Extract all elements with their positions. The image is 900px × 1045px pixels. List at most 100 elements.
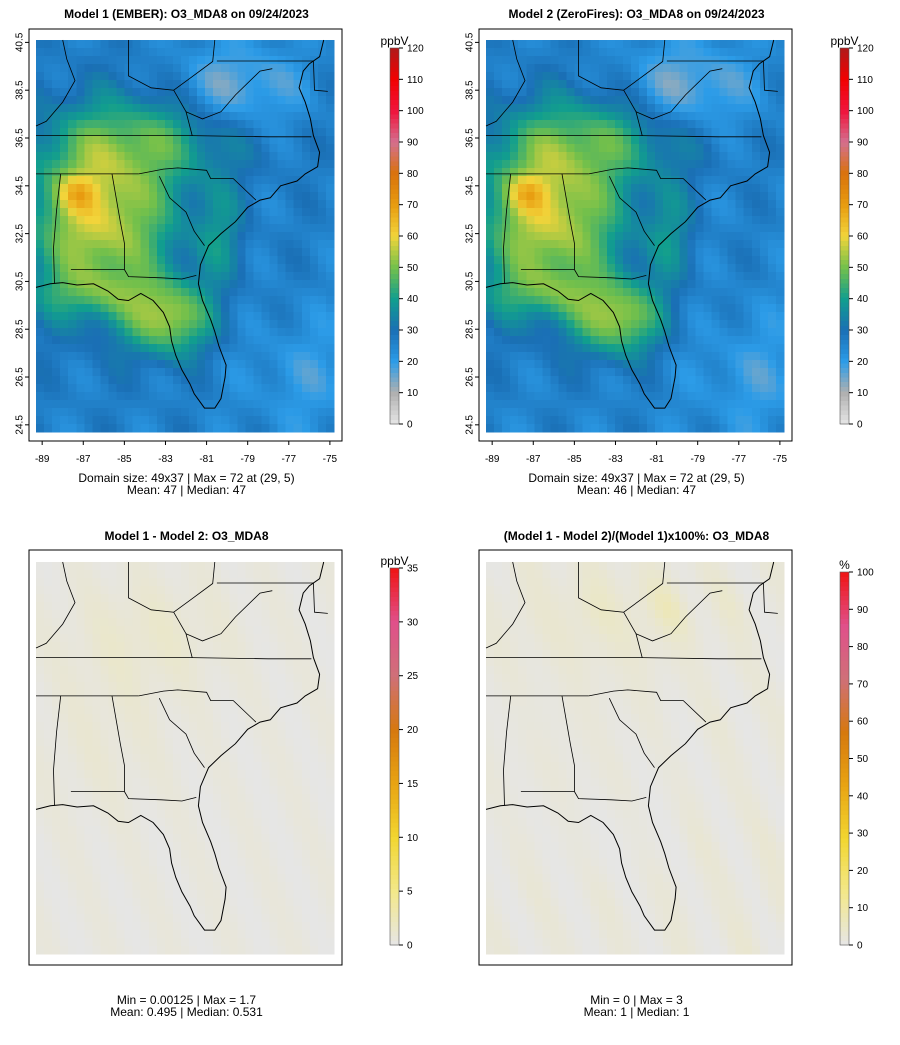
heatmap-cell	[100, 698, 110, 707]
heatmap-cell	[84, 618, 93, 627]
heatmap-cell	[325, 40, 335, 49]
heatmap-cell	[164, 578, 174, 587]
heatmap-cell	[486, 248, 495, 257]
colorbar-step	[390, 391, 399, 397]
heatmap-cell	[172, 88, 182, 97]
heatmap-cell	[44, 890, 53, 899]
heatmap-cell	[671, 64, 680, 73]
heatmap-cell	[148, 786, 158, 795]
heatmap-cell	[68, 682, 77, 691]
heatmap-cell	[582, 216, 592, 225]
heatmap-cell	[558, 248, 568, 257]
heatmap-cell	[598, 400, 608, 409]
heatmap-cell	[759, 240, 769, 249]
heatmap-cell	[759, 216, 769, 225]
heatmap-cell	[655, 128, 664, 137]
heatmap-cell	[100, 594, 110, 603]
heatmap-cell	[743, 376, 753, 385]
heatmap-cell	[132, 698, 142, 707]
heatmap-cell	[639, 192, 648, 201]
heatmap-cell	[237, 176, 246, 185]
heatmap-cell	[197, 40, 206, 49]
heatmap-cell	[550, 56, 560, 65]
heatmap-cell	[759, 344, 769, 353]
heatmap-cell	[156, 344, 166, 353]
heatmap-cell	[558, 88, 568, 97]
heatmap-cell	[269, 392, 279, 401]
heatmap-cell	[213, 184, 222, 193]
heatmap-cell	[76, 714, 85, 723]
heatmap-cell	[598, 128, 608, 137]
heatmap-cell	[494, 96, 503, 105]
heatmap-cell	[164, 826, 174, 835]
heatmap-cell	[598, 256, 608, 265]
heatmap-cell	[775, 64, 785, 73]
heatmap-cell	[253, 376, 263, 385]
heatmap-cell	[622, 296, 632, 305]
heatmap-cell	[60, 850, 69, 859]
heatmap-cell	[76, 408, 85, 417]
heatmap-cell	[277, 88, 287, 97]
heatmap-cell	[550, 424, 560, 433]
heatmap-cell	[542, 360, 552, 369]
heatmap-cell	[285, 304, 295, 313]
heatmap-cell	[630, 392, 640, 401]
heatmap-cell	[285, 176, 295, 185]
heatmap-cell	[148, 392, 158, 401]
heatmap-cell	[148, 802, 158, 811]
heatmap-cell	[68, 658, 77, 667]
heatmap-cell	[52, 240, 61, 249]
heatmap-cell	[92, 352, 102, 361]
heatmap-cell	[735, 160, 745, 169]
heatmap-cell	[317, 216, 327, 225]
heatmap-cell	[767, 280, 777, 289]
heatmap-cell	[76, 834, 85, 843]
heatmap-cell	[293, 208, 303, 217]
heatmap-cell	[100, 48, 110, 57]
heatmap-cell	[542, 136, 552, 145]
colorbar-step	[840, 179, 849, 185]
heatmap-cell	[679, 248, 688, 257]
heatmap-cell	[76, 562, 85, 571]
heatmap-cell	[36, 810, 45, 819]
heatmap-cell	[614, 384, 624, 393]
heatmap-cell	[36, 320, 45, 329]
heatmap-cell	[164, 176, 174, 185]
heatmap-cell	[727, 248, 737, 257]
heatmap-cell	[655, 288, 664, 297]
heatmap-cell	[172, 56, 182, 65]
heatmap-cell	[245, 416, 255, 425]
heatmap-cell	[164, 730, 174, 739]
heatmap-cell	[229, 248, 238, 257]
heatmap-cell	[148, 658, 158, 667]
heatmap-cell	[148, 602, 158, 611]
heatmap-cell	[68, 818, 77, 827]
heatmap-cell	[100, 778, 110, 787]
heatmap-cell	[213, 216, 222, 225]
heatmap-cell	[76, 184, 85, 193]
heatmap-cell	[743, 96, 753, 105]
heatmap-cell	[100, 144, 110, 153]
heatmap-cell	[285, 280, 295, 289]
heatmap-cell	[639, 208, 648, 217]
heatmap-cell	[180, 930, 190, 939]
heatmap-cell	[502, 104, 511, 113]
heatmap-cell	[156, 336, 166, 345]
heatmap-cell	[44, 40, 53, 49]
heatmap-cell	[277, 344, 287, 353]
heatmap-cell	[606, 352, 616, 361]
heatmap-cell	[148, 120, 158, 129]
heatmap-cell	[558, 96, 568, 105]
heatmap-cell	[189, 368, 198, 377]
y-tick-label: 38.5	[15, 80, 26, 100]
heatmap-cell	[566, 232, 576, 241]
colorbar-step	[390, 386, 399, 392]
heatmap-cell	[116, 626, 126, 635]
heatmap-cell	[317, 192, 327, 201]
heatmap-cell	[301, 296, 311, 305]
heatmap-cell	[598, 200, 608, 209]
heatmap-cell	[197, 842, 206, 851]
state-boundary	[158, 176, 205, 246]
heatmap-cell	[108, 834, 118, 843]
heatmap-cell	[309, 128, 319, 137]
